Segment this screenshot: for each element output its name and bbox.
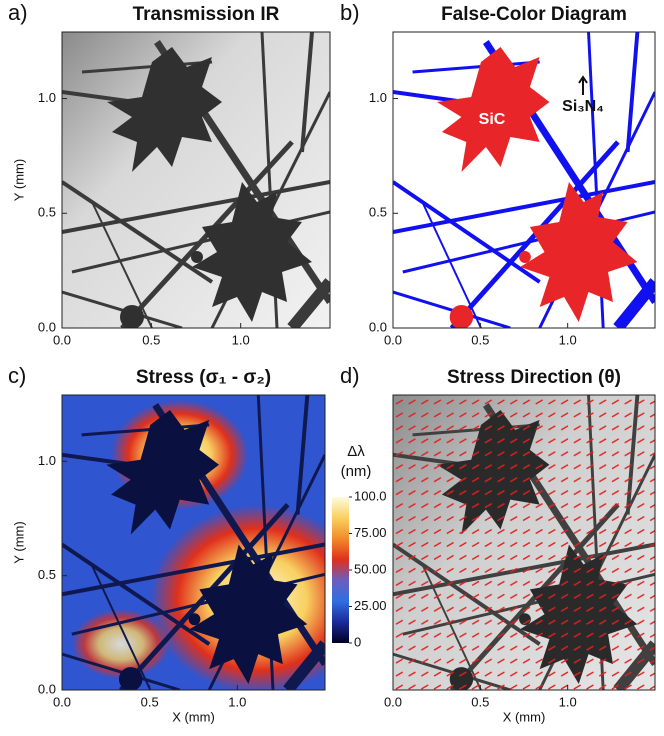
x-tick-label: 0.0 xyxy=(384,332,402,347)
y-tick-label: 0.5 xyxy=(38,567,56,582)
y-tick-label: 0.5 xyxy=(38,205,56,220)
x-tick-label: 0.0 xyxy=(53,694,71,709)
plot-frame xyxy=(392,31,656,329)
x-tick-label: 0.5 xyxy=(471,332,489,347)
plot-frame xyxy=(61,394,326,691)
y-tick-label: 1.0 xyxy=(38,90,56,105)
annotation: SiC xyxy=(479,111,506,128)
colorbar xyxy=(332,497,349,643)
stress-image xyxy=(62,395,325,690)
x-tick-label: 1.0 xyxy=(559,332,577,347)
panel-label: d) xyxy=(340,363,360,388)
colorbar-tick-label: 0 xyxy=(354,634,361,649)
y-tick-label: 0.0 xyxy=(38,319,56,334)
plot-frame xyxy=(61,31,331,329)
colorbar-label: (nm) xyxy=(341,463,372,480)
y-tick-label: 0.0 xyxy=(38,681,56,696)
colorbar-label: Δλ xyxy=(347,443,365,460)
colorbar-tick-label: 100.0 xyxy=(354,488,387,503)
x-tick-label: 1.0 xyxy=(228,694,246,709)
plot-frame xyxy=(392,394,656,691)
x-tick-label: 0.5 xyxy=(141,694,159,709)
panel-title: Transmission IR xyxy=(133,4,280,25)
y-axis-label: Y (mm) xyxy=(11,159,26,201)
colorbar-tick-label: 25.00 xyxy=(354,598,387,613)
y-tick-label: 1.0 xyxy=(38,453,56,468)
x-tick-label: 0.5 xyxy=(471,694,489,709)
colorbar-tick-label: 75.00 xyxy=(354,525,387,540)
false-color-image xyxy=(393,32,655,328)
x-tick-label: 0.0 xyxy=(53,332,71,347)
panel-title: Stress (σ₁ - σ₂) xyxy=(136,367,271,388)
x-axis-label: X (mm) xyxy=(172,709,215,724)
panel-label: b) xyxy=(340,0,360,25)
y-tick-label: 0.0 xyxy=(369,319,387,334)
annotation-arrow xyxy=(578,75,588,95)
ir-image xyxy=(62,32,330,328)
panel-label: c) xyxy=(8,363,26,388)
direction-image xyxy=(393,395,655,690)
x-tick-label: 0.0 xyxy=(384,694,402,709)
x-tick-label: 1.0 xyxy=(559,694,577,709)
y-tick-label: 1.0 xyxy=(369,90,387,105)
x-tick-label: 0.5 xyxy=(142,332,160,347)
panel-title: Stress Direction (θ) xyxy=(447,367,621,388)
panel-title: False-Color Diagram xyxy=(441,4,627,25)
colorbar-tick-label: 50.00 xyxy=(354,561,387,576)
x-axis-label: X (mm) xyxy=(503,709,546,724)
panel-label: a) xyxy=(8,0,28,25)
annotation: Si₃N₄ xyxy=(562,98,604,115)
y-axis-label: Y (mm) xyxy=(11,521,26,563)
x-tick-label: 1.0 xyxy=(232,332,250,347)
y-tick-label: 0.5 xyxy=(369,205,387,220)
